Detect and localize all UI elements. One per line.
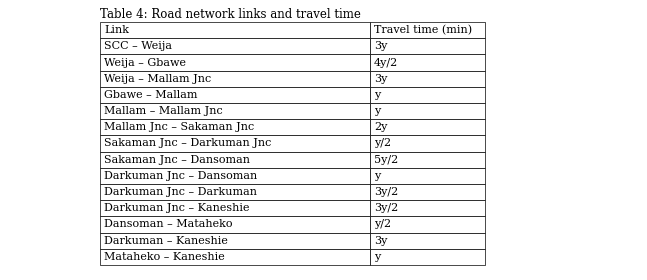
Text: 2y: 2y (374, 122, 388, 132)
Bar (370, 184, 485, 200)
Bar (100, 119, 370, 136)
Text: Weija – Mallam Jnc: Weija – Mallam Jnc (104, 74, 212, 84)
Text: y/2: y/2 (374, 220, 391, 230)
Bar (370, 103, 485, 119)
Text: Weija – Gbawe: Weija – Gbawe (104, 57, 186, 67)
Bar (370, 233, 485, 249)
Text: Darkuman Jnc – Darkuman: Darkuman Jnc – Darkuman (104, 187, 257, 197)
Text: Darkuman Jnc – Kaneshie: Darkuman Jnc – Kaneshie (104, 203, 250, 213)
Text: Link: Link (104, 25, 129, 35)
Bar (100, 54, 370, 71)
Text: 5y/2: 5y/2 (374, 155, 399, 165)
Text: Table 4: Road network links and travel time: Table 4: Road network links and travel t… (100, 8, 361, 21)
Text: y: y (374, 106, 380, 116)
Text: 3y: 3y (374, 41, 388, 51)
Bar (100, 168, 370, 184)
Bar (370, 38, 485, 54)
Bar (100, 87, 370, 103)
Bar (100, 200, 370, 216)
Bar (100, 38, 370, 54)
Bar (370, 136, 485, 151)
Text: 3y/2: 3y/2 (374, 187, 399, 197)
Bar (370, 249, 485, 265)
Bar (100, 103, 370, 119)
Bar (370, 119, 485, 136)
Bar (100, 216, 370, 233)
Bar (100, 136, 370, 151)
Text: Mallam Jnc – Sakaman Jnc: Mallam Jnc – Sakaman Jnc (104, 122, 254, 132)
Text: 3y: 3y (374, 74, 388, 84)
Bar (370, 168, 485, 184)
Bar (370, 216, 485, 233)
Text: Gbawe – Mallam: Gbawe – Mallam (104, 90, 197, 100)
Text: Darkuman Jnc – Dansoman: Darkuman Jnc – Dansoman (104, 171, 258, 181)
Text: Sakaman Jnc – Darkuman Jnc: Sakaman Jnc – Darkuman Jnc (104, 139, 271, 148)
Bar (100, 233, 370, 249)
Text: y: y (374, 252, 380, 262)
Text: y: y (374, 171, 380, 181)
Bar (100, 184, 370, 200)
Text: SCC – Weija: SCC – Weija (104, 41, 172, 51)
Bar (370, 22, 485, 38)
Text: Darkuman – Kaneshie: Darkuman – Kaneshie (104, 236, 228, 246)
Bar (100, 22, 370, 38)
Text: y: y (374, 90, 380, 100)
Text: Dansoman – Mataheko: Dansoman – Mataheko (104, 220, 232, 230)
Bar (370, 71, 485, 87)
Text: 4y/2: 4y/2 (374, 57, 399, 67)
Text: 3y: 3y (374, 236, 388, 246)
Text: Travel time (min): Travel time (min) (374, 25, 472, 35)
Bar (100, 249, 370, 265)
Bar (100, 151, 370, 168)
Bar (100, 71, 370, 87)
Bar (370, 87, 485, 103)
Text: Sakaman Jnc – Dansoman: Sakaman Jnc – Dansoman (104, 155, 250, 165)
Text: Mallam – Mallam Jnc: Mallam – Mallam Jnc (104, 106, 223, 116)
Bar (370, 200, 485, 216)
Bar (370, 54, 485, 71)
Text: 3y/2: 3y/2 (374, 203, 399, 213)
Bar (370, 151, 485, 168)
Text: y/2: y/2 (374, 139, 391, 148)
Text: Mataheko – Kaneshie: Mataheko – Kaneshie (104, 252, 225, 262)
